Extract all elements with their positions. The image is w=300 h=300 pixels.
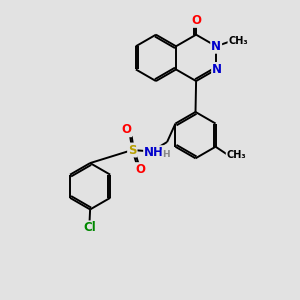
Text: O: O <box>191 14 201 27</box>
Text: CH₃: CH₃ <box>228 36 248 46</box>
Text: H: H <box>162 150 170 159</box>
Text: O: O <box>135 163 146 176</box>
Text: Cl: Cl <box>83 221 96 234</box>
Text: NH: NH <box>144 146 164 159</box>
Text: O: O <box>122 123 131 136</box>
Text: CH₃: CH₃ <box>226 150 246 160</box>
Text: S: S <box>128 143 136 157</box>
Text: N: N <box>212 63 222 76</box>
Text: N: N <box>211 40 221 53</box>
